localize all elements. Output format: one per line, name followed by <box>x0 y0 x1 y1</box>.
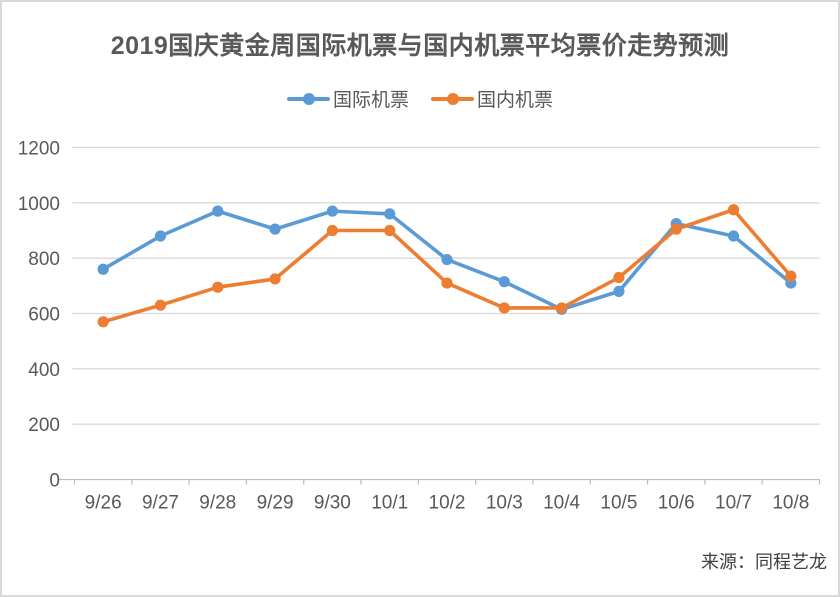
data-point-marker-1 <box>556 302 568 314</box>
data-point-marker-1 <box>727 204 740 216</box>
data-point-marker-1 <box>670 223 682 235</box>
data-point-marker-0 <box>212 205 224 217</box>
data-point-marker-0 <box>384 208 396 220</box>
data-point-marker-1 <box>212 281 224 293</box>
series-line-1 <box>101 207 793 324</box>
data-point-marker-0 <box>269 223 281 235</box>
x-axis-tick-label: 10/2 <box>429 493 466 514</box>
x-axis-tick-label: 10/8 <box>772 493 809 514</box>
legend-marker-dot <box>302 92 315 105</box>
data-point-marker-1 <box>269 273 281 285</box>
legend-marker-dot <box>447 92 459 105</box>
line-dot-marker-icon <box>431 88 474 110</box>
data-point-marker-1 <box>326 224 338 237</box>
y-axis-tick-label: 200 <box>28 415 60 436</box>
source-credit: 来源：同程艺龙 <box>701 552 827 572</box>
line-dot-marker-icon <box>286 88 330 110</box>
x-axis-tick-label: 9/28 <box>199 493 236 514</box>
legend-item-domestic: 国内机票 <box>431 85 553 112</box>
data-point-marker-0 <box>727 230 740 242</box>
x-axis-tick-label: 9/29 <box>257 493 294 514</box>
data-point-marker-1 <box>154 299 167 311</box>
x-axis-tick-label: 10/3 <box>486 493 523 514</box>
y-axis-tick-label: 800 <box>28 249 60 270</box>
data-point-marker-0 <box>498 276 510 288</box>
data-point-marker-1 <box>613 271 625 284</box>
x-axis-tick-label: 10/6 <box>658 493 695 514</box>
legend-label-international: 国际机票 <box>332 90 409 111</box>
data-point-marker-0 <box>613 285 625 297</box>
data-point-marker-1 <box>498 302 510 314</box>
x-axis-tick-label: 10/7 <box>715 493 752 514</box>
data-point-marker-0 <box>326 205 338 217</box>
x-axis-tick-label: 10/1 <box>371 493 408 514</box>
x-axis-tick-label: 9/26 <box>85 493 122 514</box>
data-point-marker-0 <box>441 253 453 266</box>
legend-label-domestic: 国内机票 <box>477 90 554 111</box>
data-point-marker-1 <box>97 316 109 328</box>
y-axis-tick-label: 0 <box>49 471 60 492</box>
data-point-marker-1 <box>785 270 797 282</box>
x-axis-tick-label: 9/27 <box>142 493 179 514</box>
data-point-marker-0 <box>154 230 167 242</box>
data-point-marker-1 <box>441 277 453 289</box>
legend-item-international: 国际机票 <box>286 85 409 112</box>
x-axis-tick-label: 10/5 <box>600 493 637 514</box>
chart-title: 2019国庆黄金周国际机票与国内机票平均票价走势预测 <box>110 32 730 60</box>
y-axis-tick-label: 600 <box>28 305 60 326</box>
x-axis-tick-label: 9/30 <box>314 493 351 514</box>
y-axis-tick-label: 1000 <box>18 194 60 215</box>
data-point-marker-0 <box>97 263 109 275</box>
data-point-marker-1 <box>384 224 396 237</box>
y-axis-tick-label: 400 <box>28 360 60 381</box>
y-axis-tick-label: 1200 <box>18 139 60 160</box>
x-axis-tick-label: 10/4 <box>543 493 580 514</box>
legend: 国际机票 国内机票 <box>2 85 838 112</box>
